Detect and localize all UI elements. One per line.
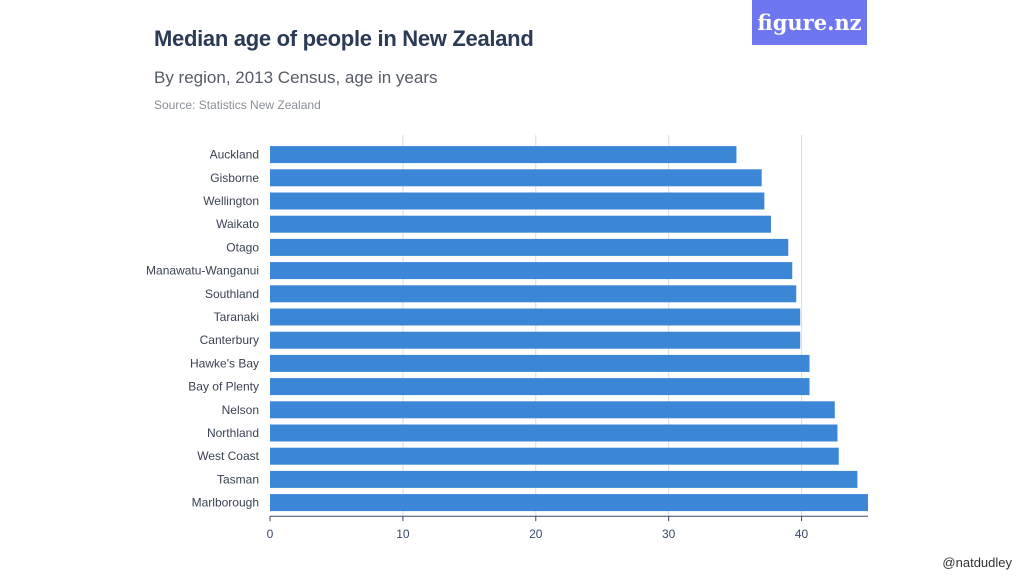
category-label: Tasman [217, 472, 259, 486]
category-label: Auckland [210, 148, 259, 162]
chart-subtitle: By region, 2013 Census, age in years [154, 68, 438, 87]
bar [270, 169, 762, 187]
category-label: Otago [226, 240, 259, 254]
category-label: Bay of Plenty [188, 380, 259, 394]
x-tick-label: 0 [267, 527, 274, 541]
category-label: Canterbury [200, 333, 259, 347]
figure-nz-logo[interactable]: figure.nz [752, 0, 867, 45]
category-label: West Coast [197, 449, 259, 463]
bar [270, 401, 835, 419]
bar [270, 238, 789, 256]
chart-source: Source: Statistics New Zealand [154, 98, 321, 112]
bar [270, 308, 801, 326]
category-label: Manawatu-Wanganui [146, 264, 259, 278]
x-tick-label: 30 [662, 527, 676, 541]
category-label: Nelson [222, 403, 259, 417]
category-label: Hawke's Bay [190, 356, 259, 370]
category-label: Northland [207, 426, 259, 440]
category-label: Marlborough [192, 496, 259, 510]
bar [270, 192, 765, 210]
category-label: Wellington [203, 194, 259, 208]
bar [270, 331, 801, 349]
x-tick-label: 40 [795, 527, 809, 541]
author-handle: @natdudley [942, 555, 1012, 570]
bar [270, 262, 793, 280]
category-label: Waikato [216, 217, 259, 231]
bar [270, 424, 838, 442]
bar [270, 447, 839, 465]
bar [270, 378, 810, 396]
bar [270, 146, 737, 164]
bar [270, 354, 810, 372]
category-label: Southland [205, 287, 259, 301]
x-tick-label: 10 [396, 527, 410, 541]
chart-title: Median age of people in New Zealand [154, 26, 534, 51]
bar [270, 494, 868, 512]
bar [270, 215, 771, 233]
bar [270, 470, 858, 488]
category-label: Gisborne [210, 171, 259, 185]
category-label: Taranaki [214, 310, 259, 324]
bar [270, 285, 797, 303]
x-tick-label: 20 [529, 527, 543, 541]
